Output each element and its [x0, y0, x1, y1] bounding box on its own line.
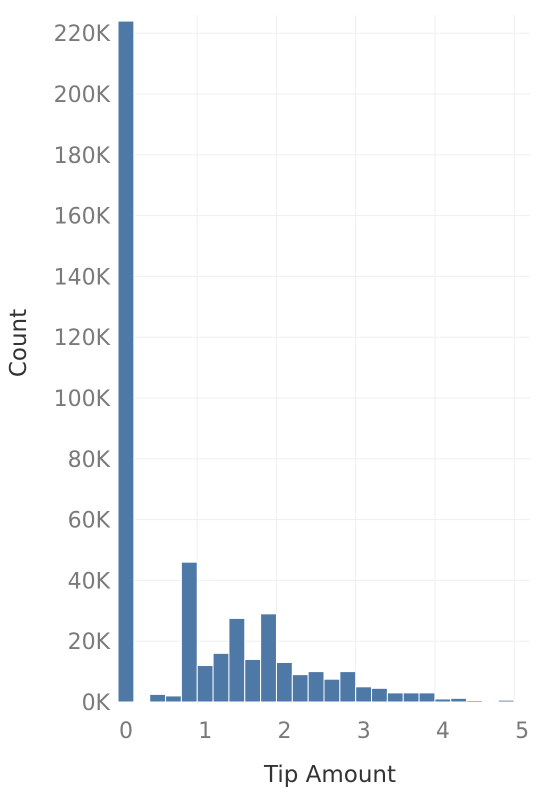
histogram-bar: [481, 700, 499, 703]
x-tick-label: 2: [277, 719, 291, 744]
histogram-bar: [275, 661, 293, 703]
histogram-bar: [212, 652, 230, 703]
y-tick-label: 160K: [54, 205, 111, 230]
histogram-bar: [291, 674, 309, 703]
histogram-bars: [117, 20, 531, 703]
histogram-bar: [244, 658, 262, 703]
y-tick-label: 0K: [82, 691, 111, 716]
histogram-bar: [402, 692, 420, 703]
y-tick-label: 220K: [54, 22, 111, 47]
y-tick-label: 120K: [54, 326, 111, 351]
y-tick-label: 200K: [54, 83, 111, 108]
x-axis-label: Tip Amount: [263, 762, 396, 788]
histogram-bar: [466, 699, 483, 703]
x-tick-label: 5: [515, 719, 529, 744]
y-axis-ticks: 0K 20K 40K 60K 80K 100K 120K 140K 160K 180K 200K 22…: [54, 22, 111, 716]
x-tick-label: 0: [119, 719, 133, 744]
x-tick-label: 3: [357, 719, 371, 744]
y-tick-label: 100K: [54, 387, 111, 412]
histogram-bar: [434, 698, 452, 703]
histogram-bar: [180, 561, 198, 703]
y-tick-label: 180K: [54, 144, 111, 169]
y-axis-label: Count: [6, 309, 32, 377]
x-tick-label: 1: [198, 719, 212, 744]
histogram-bar: [149, 693, 167, 703]
y-tick-label: 20K: [68, 630, 111, 655]
y-tick-label: 80K: [68, 448, 111, 473]
gridlines: [118, 15, 530, 702]
histogram-bar: [196, 665, 214, 703]
histogram-bar: [165, 695, 182, 703]
histogram-bar: [450, 697, 468, 703]
histogram-bar: [386, 692, 404, 703]
histogram-bar: [497, 699, 515, 703]
histogram-bar: [228, 617, 246, 703]
x-tick-label: 4: [436, 719, 450, 744]
histogram-bar: [355, 686, 373, 703]
histogram-bar: [418, 692, 436, 703]
x-axis-ticks: 0 1 2 3 4 5: [119, 719, 529, 744]
histogram-bar: [307, 671, 325, 703]
histogram-bar: [339, 671, 357, 703]
histogram-bar: [323, 678, 341, 703]
histogram-bar: [117, 20, 135, 703]
y-tick-label: 140K: [54, 265, 111, 290]
histogram-bar: [371, 687, 388, 703]
y-tick-label: 40K: [68, 569, 111, 594]
y-tick-label: 60K: [68, 509, 111, 534]
histogram-bar: [260, 613, 277, 703]
